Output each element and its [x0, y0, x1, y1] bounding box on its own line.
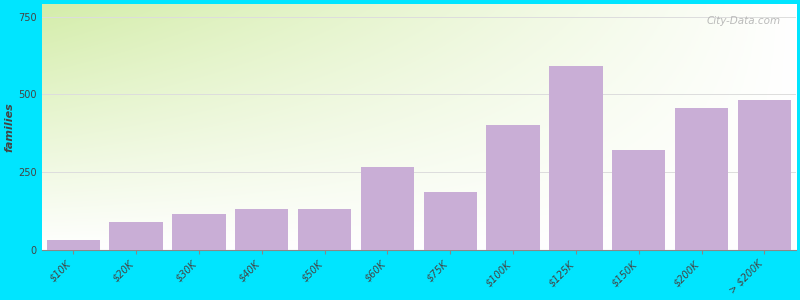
Y-axis label: families: families [4, 102, 14, 152]
Bar [738, 100, 791, 250]
Bar [612, 150, 666, 250]
Text: City-Data.com: City-Data.com [706, 16, 781, 26]
Bar [675, 108, 728, 250]
Bar [235, 209, 289, 250]
Bar [172, 214, 226, 250]
Bar [423, 192, 477, 250]
Bar [550, 66, 602, 250]
Bar [110, 222, 162, 250]
Bar [298, 209, 351, 250]
Bar [46, 240, 100, 250]
Bar [486, 125, 540, 250]
Bar [361, 167, 414, 250]
